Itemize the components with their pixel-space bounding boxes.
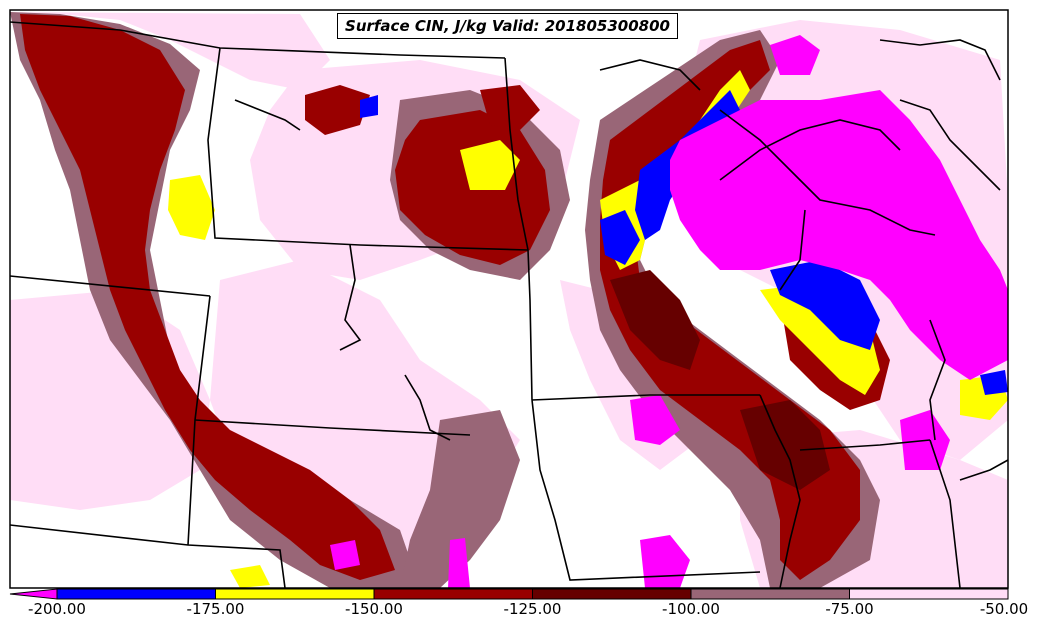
colorbar-segment-0 xyxy=(9,588,58,600)
colorbar-tick-label: -75.00 xyxy=(825,600,874,618)
colorbar-segment-2 xyxy=(215,588,375,600)
cin-very-strong-region xyxy=(670,90,1008,380)
colorbar-segment-6 xyxy=(849,588,1009,600)
colorbar-tick-label: -200.00 xyxy=(28,600,86,618)
colorbar-labels: -200.00 -175.00 -150.00 -125.00 -100.00 -75.0… xyxy=(0,600,1044,624)
colorbar-segment-1 xyxy=(56,588,216,600)
colorbar-tick-label: -150.00 xyxy=(345,600,403,618)
colorbar-segment-4 xyxy=(532,588,692,600)
colorbar-segment-5 xyxy=(690,588,850,600)
cin-field xyxy=(10,12,1008,588)
map-frame xyxy=(9,9,1009,589)
colorbar xyxy=(9,588,1009,600)
cin-very-weak-region xyxy=(10,12,330,90)
boundaries xyxy=(9,21,1009,589)
colorbar-tick-label: -100.00 xyxy=(662,600,720,618)
lake-shore xyxy=(719,119,901,181)
colorbar-segment-3 xyxy=(373,588,533,600)
colorbar-tick-label: -175.00 xyxy=(186,600,245,618)
colorbar-tick-label: -125.00 xyxy=(503,600,562,618)
colorbar-tick-label: -50.00 xyxy=(979,600,1029,618)
cin-moderate-low-region xyxy=(610,270,700,370)
cin-moderate-region xyxy=(20,14,395,580)
map-title: Surface CIN, J/kg Valid: 201805300800 xyxy=(337,13,678,39)
